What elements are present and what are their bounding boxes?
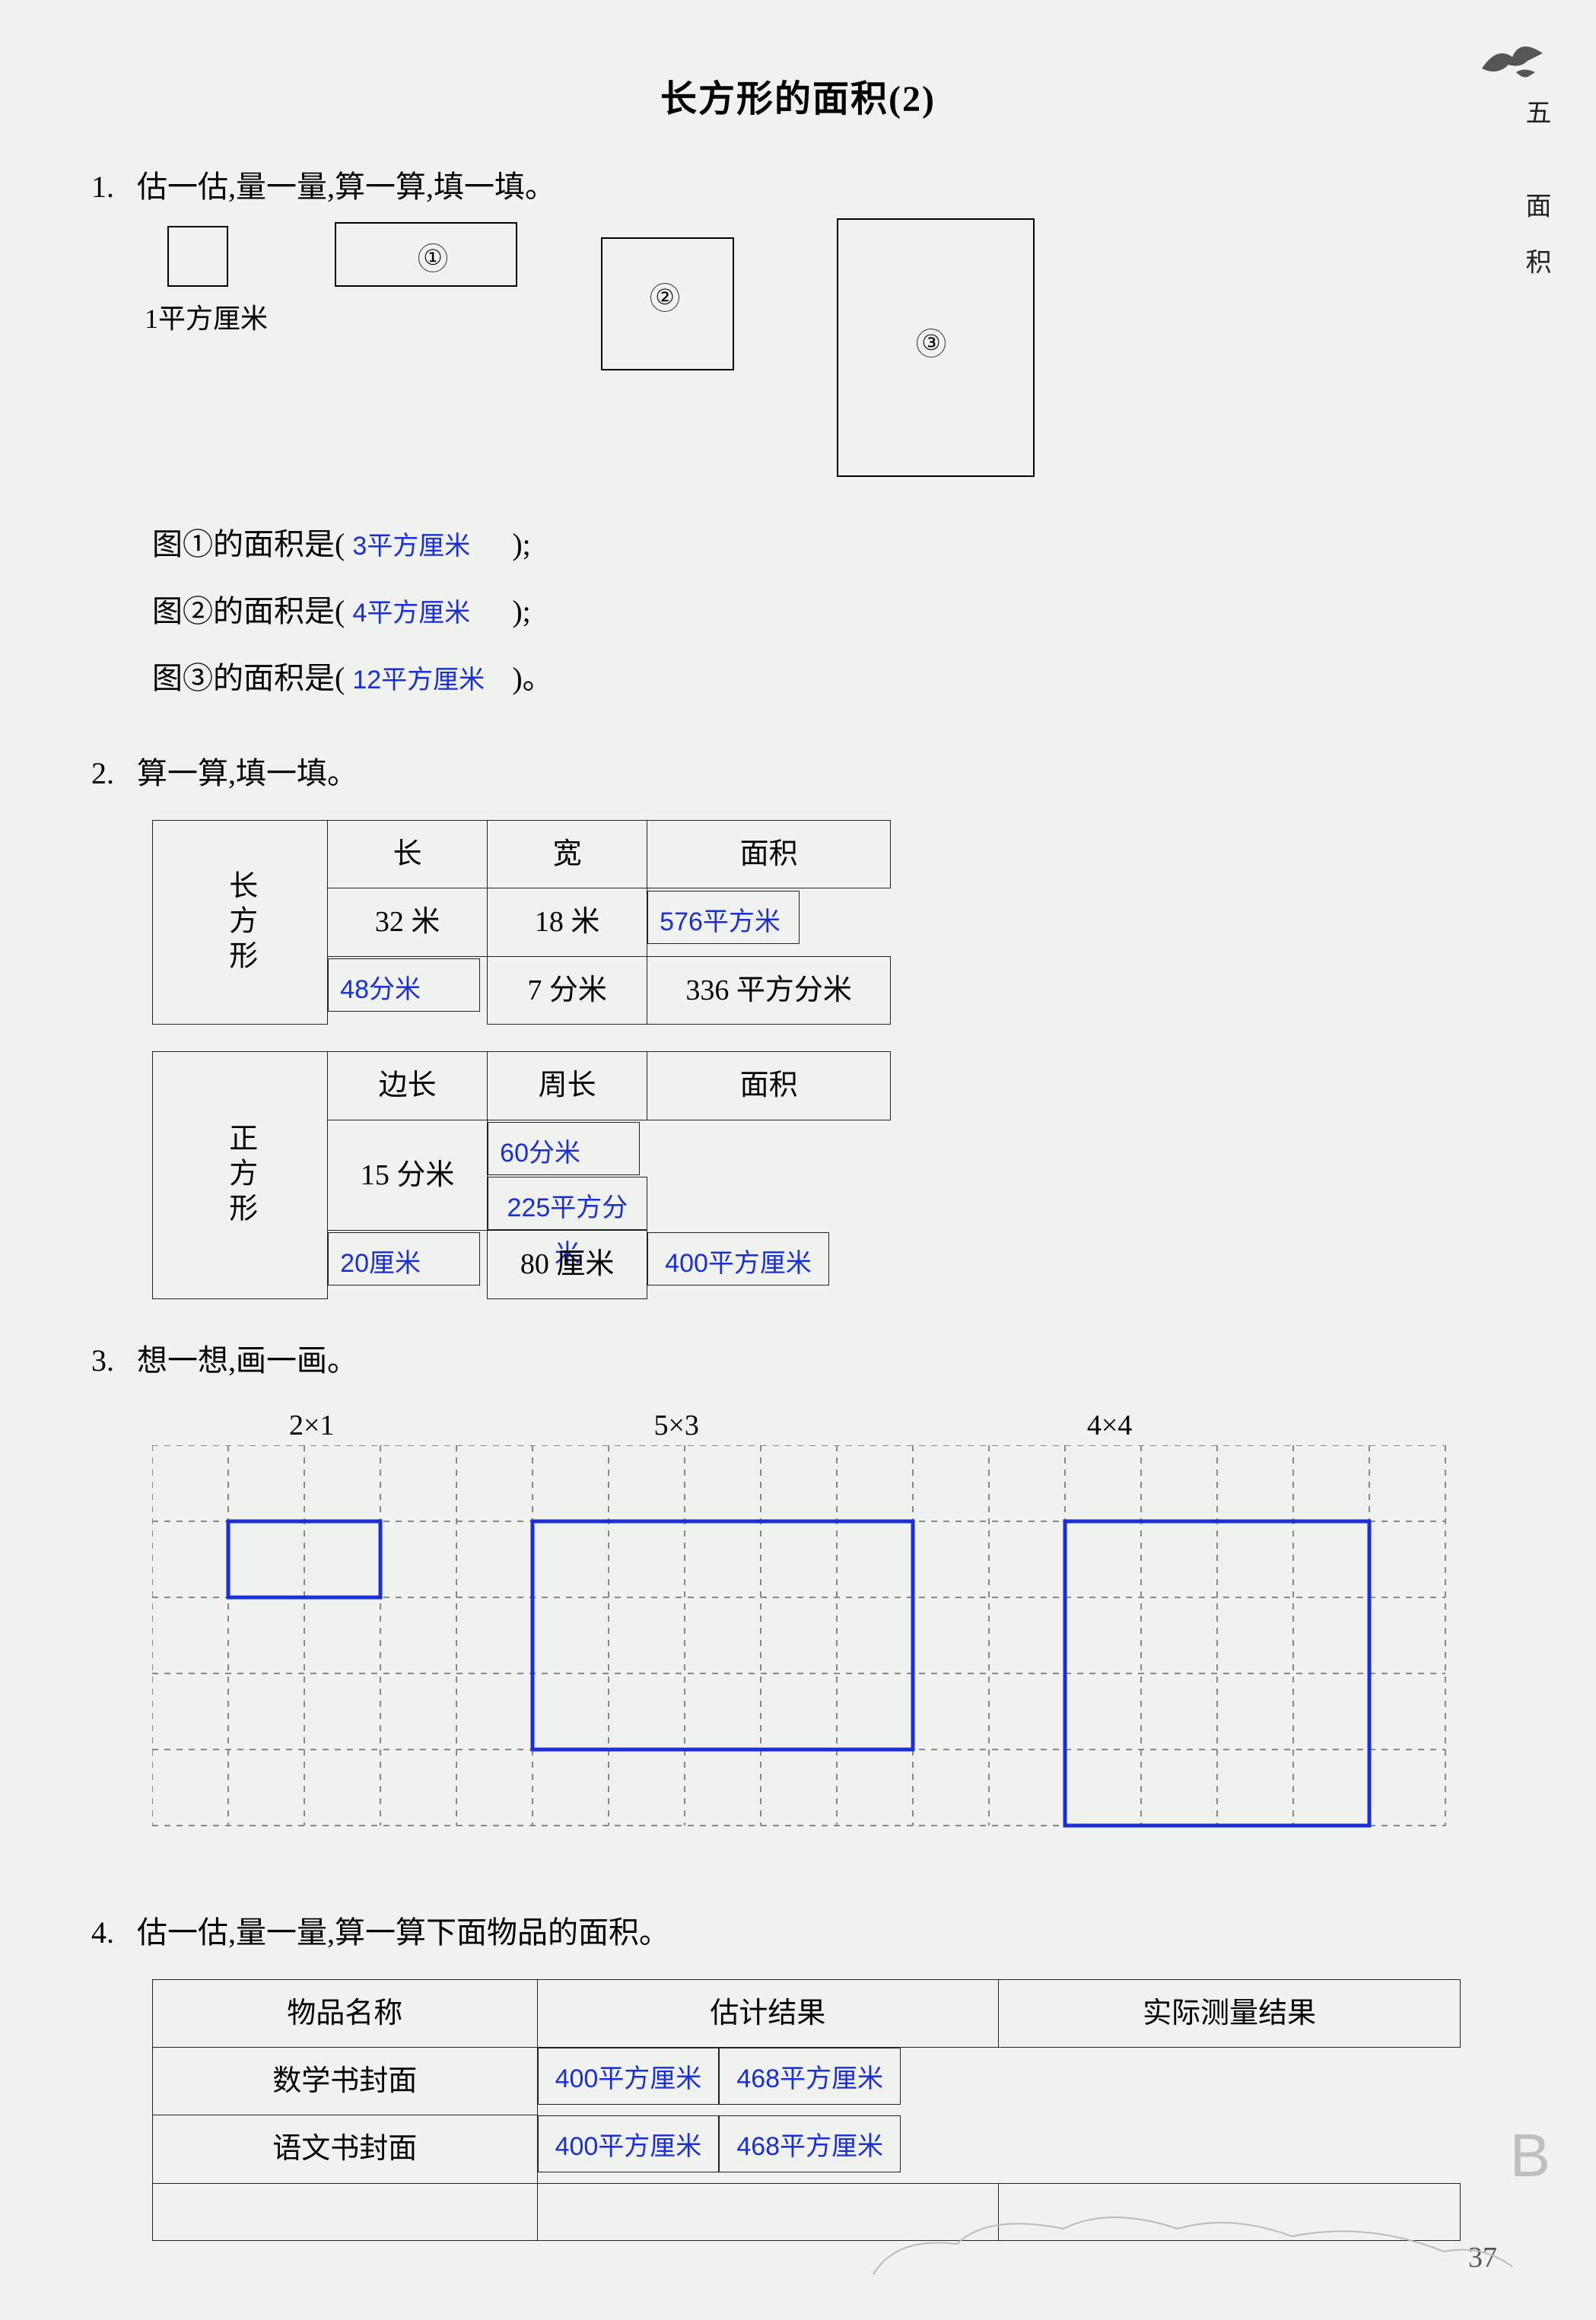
q1-a3-end: )。 [512,661,552,695]
q1-a2-end: ); [512,594,530,628]
t1-h3: 面积 [647,821,891,888]
unit-square [167,226,228,287]
t2-r2c3: 400平方厘米 [647,1232,829,1286]
q4-r3c1 [153,2183,538,2240]
q2-table1: 长方形 长 宽 面积 32 米 18 米 576平方米 48分米 7 分米 33… [152,820,891,1025]
q3-grid-area: 2×1 5×3 4×4 [152,1400,1476,1871]
unit-label: 1平方厘米 [145,294,268,344]
q4-r2c3: 468平方厘米 [719,2115,901,2172]
q1-answers: 图①的面积是( 3平方厘米 ); 图②的面积是( 4平方厘米 ); 图③的面积是… [152,511,1505,712]
bird-icon [1474,30,1550,91]
t1-r2c1: 48分米 [328,958,480,1012]
t2-r2c1: 20厘米 [328,1232,480,1286]
q1-a3-val: 12平方厘米 [352,652,504,709]
cloud-decoration [835,2168,1520,2290]
rect1-label: ① [418,243,447,272]
q2-num: 2. [91,746,129,801]
q4-r2c1: 语文书封面 [153,2115,538,2183]
q2-prompt: 算一算,填一填。 [137,756,358,790]
t2-h2: 周长 [488,1052,647,1120]
grid-label-2: 5×3 [653,1400,698,1451]
q1-shapes: 1平方厘米 ① ② ③ [145,215,1505,504]
q1-a1-end: ); [512,527,530,561]
q1-a2-val: 4平方厘米 [352,585,504,642]
problem-3: 3. 想一想,画一画。 2×1 5×3 4×4 [91,1333,1505,1871]
q4-r2c2: 400平方厘米 [538,2115,720,2172]
q4-r1c1: 数学书封面 [153,2047,538,2115]
q1-prompt: 估一估,量一量,算一算,填一填。 [137,170,555,204]
q1-a1-text: 图①的面积是( [152,527,345,561]
problem-2: 2. 算一算,填一填。 长方形 长 宽 面积 32 米 18 米 576平方米 … [91,746,1505,1299]
page-title: 长方形的面积(2) [91,68,1505,122]
grid-label-1: 2×1 [289,1400,334,1451]
t2-r1c2: 60分米 [488,1122,640,1175]
q1-a2-text: 图②的面积是( [152,594,345,628]
q2-table2: 正方形 边长 周长 面积 15 分米 60分米 225平方分米 20厘米 80 … [152,1051,891,1298]
problem-1: 1. 估一估,量一量,算一算,填一填。 1平方厘米 ① ② ③ 图①的面积是( … [91,160,1505,712]
rect3-label: ③ [917,329,946,358]
t2-h3: 面积 [647,1052,891,1120]
q4-h2: 估计结果 [537,1979,999,2047]
q4-num: 4. [91,1905,129,1960]
t1-r1c1: 32 米 [328,888,488,956]
t2-r2c2: 80 厘米 [488,1231,647,1298]
q3-prompt: 想一想,画一画。 [137,1343,358,1378]
t1-r2c3: 336 平方分米 [647,956,891,1024]
chapter-label: 五 面积 [1517,99,1554,305]
t1-r1c2: 18 米 [488,888,647,956]
q1-a1-val: 3平方厘米 [352,518,504,575]
rect2-label: ② [650,283,679,312]
grid-label-3: 4×4 [1087,1400,1132,1451]
q3-grid-svg [152,1445,1476,1841]
q1-num: 1. [91,160,129,215]
q1-a3-text: 图③的面积是( [152,661,345,695]
t1-h1: 长 [328,821,488,888]
q4-r1c3: 468平方厘米 [719,2048,901,2105]
q4-h1: 物品名称 [153,1979,538,2047]
t1-r2c2: 7 分米 [488,956,647,1024]
q4-h3: 实际测量结果 [999,1979,1461,2047]
q4-r1c2: 400平方厘米 [538,2048,720,2105]
t1-label: 长方形 [153,821,328,1025]
q3-num: 3. [91,1333,129,1388]
t1-r1c3: 576平方米 [647,891,800,944]
t2-h1: 边长 [328,1052,488,1120]
t2-r1c1: 15 分米 [328,1120,488,1231]
t2-r1c3: 225平方分米 [488,1177,647,1230]
t2-label: 正方形 [153,1052,328,1298]
t1-h2: 宽 [488,821,647,888]
q4-prompt: 估一估,量一量,算一算下面物品的面积。 [137,1915,669,1950]
